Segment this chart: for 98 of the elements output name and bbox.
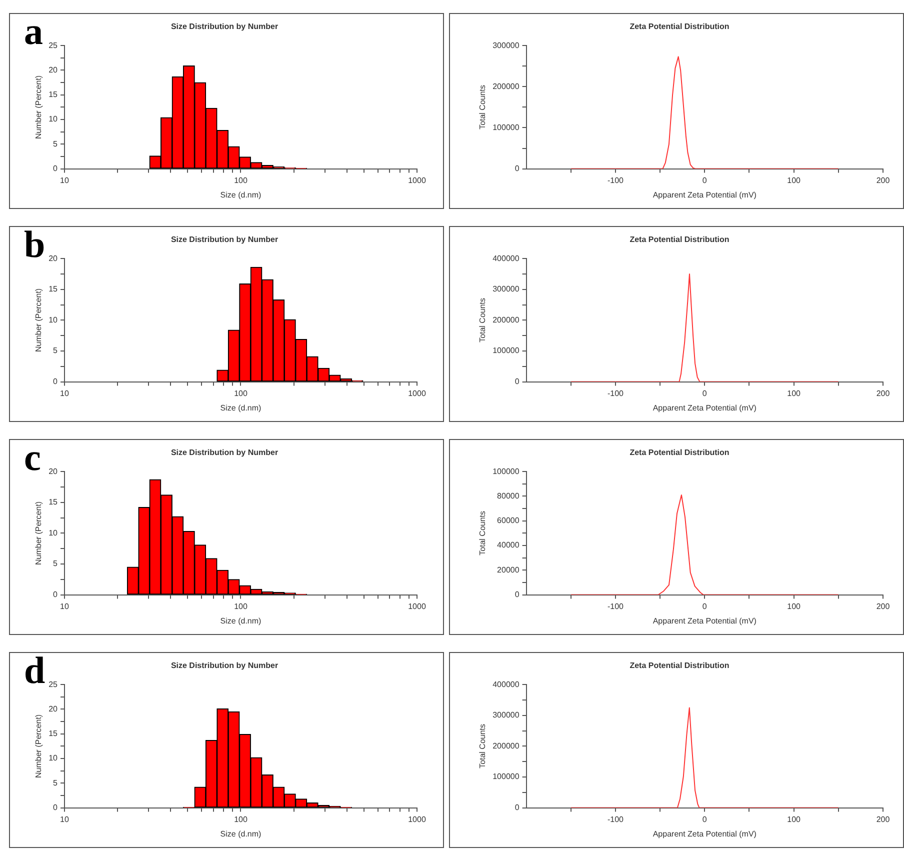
x-tick-label: 0 <box>702 814 708 824</box>
x-axis-title: Size (d.nm) <box>220 190 262 200</box>
y-tick-label: 100000 <box>492 466 520 476</box>
x-axis-title: Apparent Zeta Potential (mV) <box>652 190 757 200</box>
text: d <box>24 649 46 693</box>
x-tick-label: 0 <box>702 602 708 611</box>
text: b <box>24 223 46 267</box>
y-tick-label: 200000 <box>492 315 520 324</box>
y-tick-label: 400000 <box>492 680 520 689</box>
x-axis-title: Apparent Zeta Potential (mV) <box>652 616 757 626</box>
x-tick-label: 1000 <box>408 176 426 185</box>
y-tick-label: 25 <box>48 40 58 50</box>
chart-title: Zeta Potential Distribution <box>630 661 730 670</box>
y-tick-label: 0 <box>514 590 520 600</box>
x-tick-label: 0 <box>702 388 708 398</box>
y-tick-label: 15 <box>48 90 58 100</box>
chart-title: Zeta Potential Distribution <box>630 22 730 32</box>
x-axis-title: Size (d.nm) <box>220 616 262 626</box>
y-tick-label: 100000 <box>492 346 520 356</box>
y-tick-label: 20 <box>48 466 58 476</box>
chart-title: Size Distribution by Number <box>170 235 278 244</box>
y-axis-title: Number (Percent) <box>34 75 44 139</box>
y-tick-label: 5 <box>53 139 58 148</box>
y-tick-label: 10 <box>48 114 58 124</box>
y-tick-label: 400000 <box>492 254 520 263</box>
x-tick-label: 100 <box>234 176 248 185</box>
y-tick-label: 60000 <box>497 516 520 526</box>
x-tick-label: 10 <box>60 388 70 398</box>
y-tick-label: 25 <box>48 680 58 689</box>
x-tick-label: 1000 <box>408 388 426 398</box>
y-tick-label: 0 <box>53 164 58 174</box>
x-tick-label: 200 <box>876 176 890 185</box>
x-tick-label: 100 <box>234 388 248 398</box>
y-tick-label: 0 <box>514 164 520 174</box>
x-tick-label: 0 <box>702 176 708 185</box>
x-tick-label: 10 <box>60 814 70 824</box>
x-tick-label: 100 <box>787 388 802 398</box>
y-tick-label: 300000 <box>492 710 520 720</box>
y-tick-label: 300000 <box>492 40 520 50</box>
y-tick-label: 200000 <box>492 741 520 750</box>
chart-title: Size Distribution by Number <box>170 448 278 458</box>
y-tick-label: 20 <box>48 65 58 74</box>
y-tick-label: 0 <box>53 377 58 386</box>
y-tick-label: 100000 <box>492 772 520 782</box>
y-tick-label: 5 <box>53 778 58 788</box>
y-tick-label: 0 <box>514 803 520 812</box>
text: a <box>24 10 43 54</box>
y-tick-label: 0 <box>53 590 58 600</box>
y-axis-title: Number (Percent) <box>34 288 44 352</box>
chart-title: Size Distribution by Number <box>170 661 278 670</box>
x-tick-label: -100 <box>607 176 624 185</box>
x-axis-title: Size (d.nm) <box>220 829 262 838</box>
x-tick-label: 100 <box>787 176 802 185</box>
y-tick-label: 0 <box>514 377 520 386</box>
x-axis-title: Apparent Zeta Potential (mV) <box>652 403 757 412</box>
y-tick-label: 20000 <box>497 565 520 574</box>
y-tick-label: 10 <box>48 754 58 763</box>
y-axis-title: Total Counts <box>478 510 488 556</box>
y-axis-title: Total Counts <box>478 724 488 768</box>
y-tick-label: 5 <box>53 559 58 568</box>
y-tick-label: 10 <box>48 315 58 324</box>
x-tick-label: 100 <box>787 602 802 611</box>
y-tick-label: 5 <box>53 346 58 356</box>
y-tick-label: 15 <box>48 729 58 738</box>
chart-title: Zeta Potential Distribution <box>630 235 730 244</box>
y-tick-label: 15 <box>48 284 58 294</box>
x-axis-title: Size (d.nm) <box>220 403 262 412</box>
chart-title: Zeta Potential Distribution <box>630 448 730 458</box>
x-tick-label: 1000 <box>408 814 426 824</box>
x-axis-title: Apparent Zeta Potential (mV) <box>652 829 757 838</box>
x-tick-label: -100 <box>607 388 624 398</box>
y-axis-title: Number (Percent) <box>34 501 44 565</box>
y-tick-label: 200000 <box>492 82 520 91</box>
y-axis-title: Total Counts <box>478 84 488 130</box>
x-tick-label: 100 <box>234 602 248 611</box>
y-tick-label: 20 <box>48 254 58 263</box>
y-axis-title: Number (Percent) <box>34 714 44 778</box>
y-tick-label: 300000 <box>492 284 520 294</box>
x-tick-label: -100 <box>607 814 624 824</box>
x-tick-label: 200 <box>876 814 890 824</box>
y-tick-label: 0 <box>53 803 58 812</box>
y-tick-label: 40000 <box>497 540 520 550</box>
x-tick-label: 200 <box>876 602 890 611</box>
x-tick-label: 1000 <box>408 602 426 611</box>
x-tick-label: -100 <box>607 602 624 611</box>
y-tick-label: 10 <box>48 528 58 538</box>
y-tick-label: 100000 <box>492 122 520 132</box>
chart-title: Size Distribution by Number <box>170 22 278 32</box>
x-tick-label: 100 <box>787 814 802 824</box>
y-tick-label: 20 <box>48 704 58 714</box>
x-tick-label: 10 <box>60 176 70 185</box>
y-axis-title: Total Counts <box>478 298 488 342</box>
x-tick-label: 200 <box>876 388 890 398</box>
y-tick-label: 80000 <box>497 491 520 500</box>
x-tick-label: 100 <box>234 814 248 824</box>
y-tick-label: 15 <box>48 498 58 507</box>
x-tick-label: 10 <box>60 602 70 611</box>
text: c <box>24 436 41 480</box>
